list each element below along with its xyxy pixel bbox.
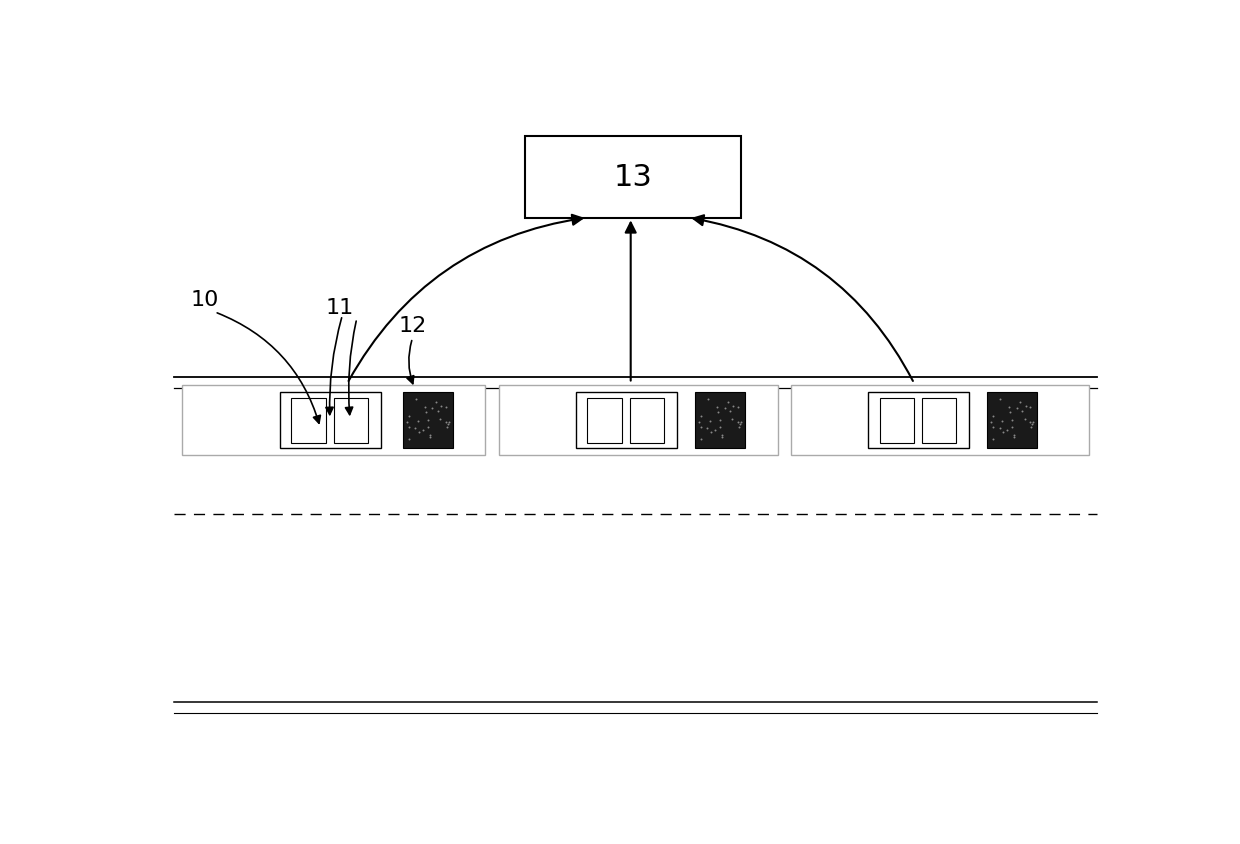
Point: [723, 413, 743, 426]
Point: [1021, 416, 1040, 430]
Point: [399, 410, 419, 424]
Point: [711, 420, 730, 434]
Point: [720, 405, 740, 419]
Point: [983, 420, 1003, 434]
Bar: [987, 392, 1037, 448]
Point: [692, 433, 712, 446]
Bar: [291, 399, 326, 443]
Point: [689, 416, 709, 430]
Point: [718, 396, 738, 409]
Point: [701, 425, 720, 439]
Point: [438, 418, 458, 431]
Point: [997, 424, 1017, 437]
Bar: [588, 399, 622, 443]
Point: [428, 405, 448, 419]
Text: 10: 10: [191, 289, 219, 310]
Point: [432, 400, 451, 414]
Point: [1004, 429, 1024, 442]
Point: [418, 420, 438, 434]
Point: [724, 400, 744, 414]
Point: [420, 430, 440, 444]
Bar: [403, 392, 453, 448]
Point: [405, 392, 425, 406]
Point: [983, 433, 1003, 446]
Point: [1012, 405, 1032, 419]
Point: [698, 392, 718, 406]
Point: [708, 401, 728, 414]
Point: [436, 416, 456, 430]
Bar: [498, 385, 777, 456]
Point: [1016, 400, 1035, 414]
Point: [990, 421, 1009, 435]
Point: [1002, 420, 1022, 434]
Bar: [525, 137, 742, 219]
Bar: [696, 392, 745, 448]
Point: [415, 401, 435, 414]
Point: [691, 410, 711, 424]
Point: [711, 414, 730, 428]
Point: [730, 418, 750, 431]
Point: [729, 420, 749, 434]
Point: [728, 416, 748, 430]
Point: [992, 414, 1012, 428]
Point: [405, 421, 425, 435]
Point: [439, 415, 459, 429]
Point: [699, 414, 719, 428]
Point: [1023, 415, 1043, 429]
Point: [413, 424, 433, 437]
Point: [409, 425, 429, 439]
Point: [704, 424, 724, 437]
Point: [1011, 396, 1030, 409]
Bar: [868, 392, 968, 448]
Point: [708, 405, 728, 419]
Point: [430, 413, 450, 426]
Point: [1022, 418, 1042, 431]
Bar: [791, 385, 1089, 456]
Point: [397, 416, 417, 430]
Point: [714, 403, 734, 416]
Text: 11: 11: [325, 298, 353, 318]
Bar: [280, 392, 381, 448]
Point: [425, 396, 445, 409]
Bar: [921, 399, 956, 443]
Point: [436, 420, 456, 434]
Point: [999, 401, 1019, 414]
Point: [993, 425, 1013, 439]
Point: [691, 420, 711, 434]
Text: 13: 13: [614, 163, 652, 192]
Point: [983, 410, 1003, 424]
Point: [423, 403, 443, 416]
Bar: [630, 399, 665, 443]
Point: [1021, 401, 1040, 414]
Point: [1022, 420, 1042, 434]
Bar: [182, 385, 485, 456]
Point: [419, 429, 439, 442]
Point: [436, 401, 456, 414]
Bar: [334, 399, 368, 443]
Point: [399, 420, 419, 434]
Point: [408, 414, 428, 428]
Point: [991, 392, 1011, 406]
Point: [1001, 405, 1021, 419]
Point: [712, 429, 732, 442]
Point: [399, 433, 419, 446]
Point: [1007, 403, 1027, 416]
Point: [728, 401, 748, 414]
Text: 12: 12: [398, 316, 427, 335]
Point: [712, 430, 732, 444]
Point: [415, 405, 435, 419]
Point: [732, 415, 751, 429]
Point: [1014, 413, 1034, 426]
Bar: [575, 392, 677, 448]
Bar: [879, 399, 914, 443]
Point: [697, 421, 717, 435]
Point: [1004, 430, 1024, 444]
Point: [418, 414, 438, 428]
Point: [981, 416, 1001, 430]
Point: [1002, 414, 1022, 428]
